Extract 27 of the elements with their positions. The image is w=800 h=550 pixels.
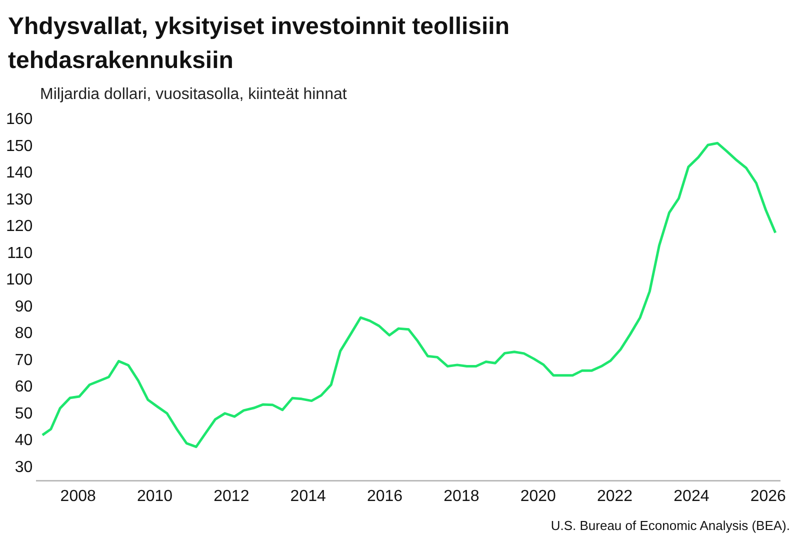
y-tick-label: 80 [14, 325, 33, 342]
chart-title: Yhdysvallat, yksityiset investoinnit teollisiin tehdasrakennuksiin [8, 12, 510, 76]
y-tick-label: 150 [6, 138, 33, 155]
y-tick-label: 30 [14, 458, 33, 476]
chart-subtitle: Miljardia dollari, vuositasolla, kiinteät hinnat [40, 86, 347, 104]
text: U.S. Bureau of Economic Analysis (BEA). [550, 518, 790, 533]
x-tick-label: 2020 [520, 488, 556, 505]
y-tick-label: 100 [6, 272, 33, 289]
y-tick-label: 50 [14, 405, 33, 422]
y-tick-label: 110 [7, 244, 33, 262]
y-tick-label: 140 [6, 164, 33, 182]
x-tick-label: 2018 [444, 488, 480, 505]
x-tick-label: 2010 [136, 488, 173, 505]
y-tick-label: 60 [14, 378, 33, 396]
y-tick-label: 40 [14, 432, 33, 450]
x-tick-label: 2026 [750, 488, 786, 505]
x-tick-label: 2012 [214, 488, 250, 505]
x-tick-label: 2008 [60, 488, 96, 505]
y-tick-label: 90 [14, 298, 33, 316]
x-tick-label: 2022 [596, 488, 633, 505]
y-tick-label: 130 [6, 191, 33, 208]
x-tick-label: 2014 [290, 488, 326, 505]
y-tick-label: 120 [6, 218, 33, 236]
y-tick-label: 70 [14, 352, 33, 369]
y-tick-label: 160 [6, 111, 33, 128]
x-tick-label: 2024 [674, 488, 710, 505]
x-tick-label: 2016 [366, 488, 403, 505]
